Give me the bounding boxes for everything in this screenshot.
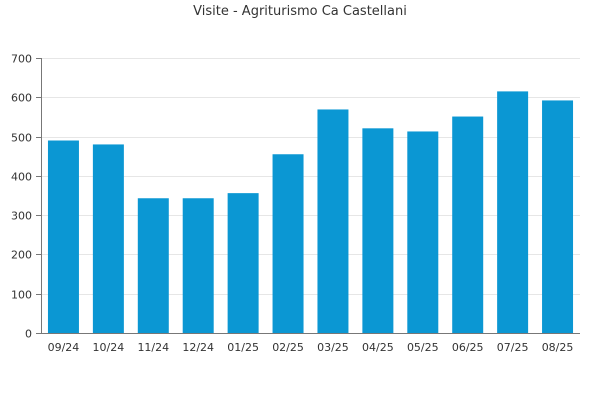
x-tick-label: 07/25 [497,341,529,354]
y-tick-label: 500 [11,132,32,145]
y-tick-label: 100 [11,289,32,302]
x-tick-label: 05/25 [407,341,439,354]
x-tick-label: 11/24 [137,341,169,354]
bar-12-24 [182,198,214,333]
bar-03-25 [317,109,349,334]
y-tick-label: 400 [11,171,32,184]
chart-title: Visite - Agriturismo Ca Castellani [193,4,407,19]
x-tick-label: 04/25 [362,341,394,354]
x-tick-label: 12/24 [182,341,214,354]
x-tick-label: 10/24 [93,341,125,354]
y-tick-label: 600 [11,92,32,105]
bar-06-25 [452,116,484,333]
bar-11-24 [137,198,169,333]
y-tick-label: 200 [11,249,32,262]
y-tick-label: 300 [11,210,32,223]
x-tick-label: 08/25 [542,341,574,354]
axis-layer [36,58,580,334]
x-tick-label: 01/25 [227,341,259,354]
x-tick-label: 09/24 [48,341,80,354]
bar-layer [47,91,574,334]
bar-07-25 [497,91,529,333]
bar-05-25 [407,131,439,333]
y-tick-label: 700 [11,53,32,66]
y-tick-label: 0 [25,328,32,341]
label-layer: 0 100 200 300 400 500 600 700 09/24 10/24 11/24 12/… [11,53,573,355]
bar-01-25 [227,193,259,333]
bar-10-24 [92,144,124,333]
grid-layer [41,58,580,295]
x-tick-label: 06/25 [452,341,484,354]
bar-09-24 [47,140,79,333]
x-tick-label: 02/25 [272,341,304,354]
x-tick-label: 03/25 [317,341,349,354]
bar-02-25 [272,154,304,333]
bar-08-25 [542,100,574,334]
bar-04-25 [362,128,394,333]
